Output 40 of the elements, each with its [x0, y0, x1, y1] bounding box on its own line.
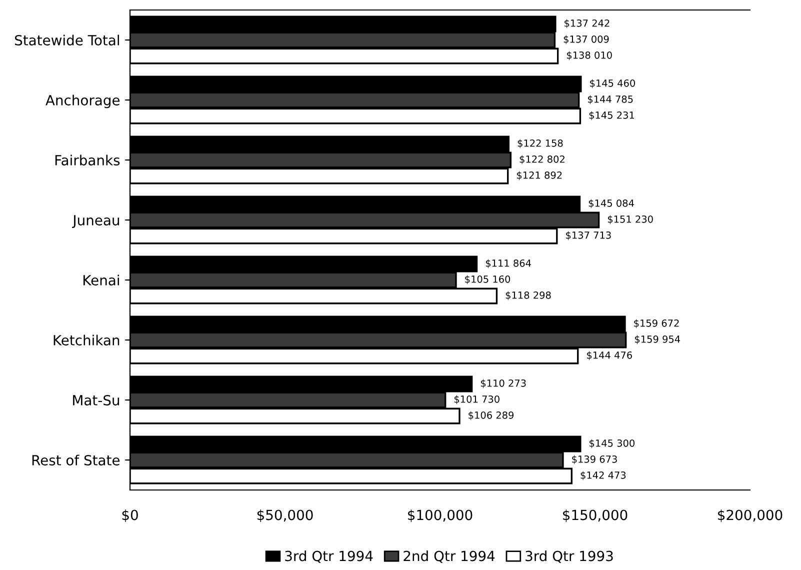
x-tick-label: $50,000	[257, 509, 313, 522]
data-label: $122 158	[518, 139, 563, 148]
y-tick-label: Rest of State	[32, 454, 120, 466]
data-label: $111 864	[486, 259, 531, 268]
y-tick-label: Anchorage	[46, 94, 120, 108]
data-label: $137 713	[566, 231, 611, 240]
data-label: $144 476	[587, 351, 632, 360]
data-label: $110 273	[480, 379, 526, 388]
data-label: $139 673	[572, 455, 617, 464]
data-label: $138 010	[566, 51, 612, 60]
x-tick-label: $150,000	[563, 509, 628, 522]
x-tick-label: $200,000	[718, 509, 782, 522]
x-tick-label: $100,000	[408, 509, 472, 522]
data-label: $144 785	[588, 95, 633, 104]
legend-label: 3rd Qtr 1993	[526, 550, 613, 563]
data-label: $151 230	[608, 215, 653, 224]
data-label: $142 473	[580, 471, 626, 480]
legend-label: 2nd Qtr 1994	[404, 550, 495, 563]
data-label: $118 298	[506, 291, 551, 300]
data-label: $101 730	[454, 395, 500, 404]
x-tick-label: $0	[122, 509, 138, 522]
data-label: $159 672	[634, 319, 679, 328]
data-label: $137 242	[564, 19, 610, 28]
data-label: $145 084	[588, 199, 634, 208]
y-tick-label: Ketchikan	[54, 334, 120, 346]
y-tick-label: Fairbanks	[55, 154, 120, 166]
data-label: $145 231	[589, 111, 634, 120]
y-tick-label: Statewide Total	[15, 34, 119, 46]
data-label: $137 009	[564, 35, 609, 44]
data-label: $105 160	[465, 275, 510, 284]
data-label: $145 460	[590, 79, 636, 88]
data-label: $122 802	[520, 155, 564, 164]
data-label: $106 289	[468, 411, 514, 420]
data-label: $145 300	[590, 439, 635, 448]
y-tick-label: Mat-Su	[73, 394, 120, 406]
y-tick-label: Kenai	[84, 274, 119, 286]
y-tick-label: Juneau	[72, 215, 120, 228]
legend-label: 3rd Qtr 1994	[285, 550, 373, 563]
data-label: $159 954	[634, 335, 680, 344]
data-label: $121 892	[517, 171, 562, 180]
